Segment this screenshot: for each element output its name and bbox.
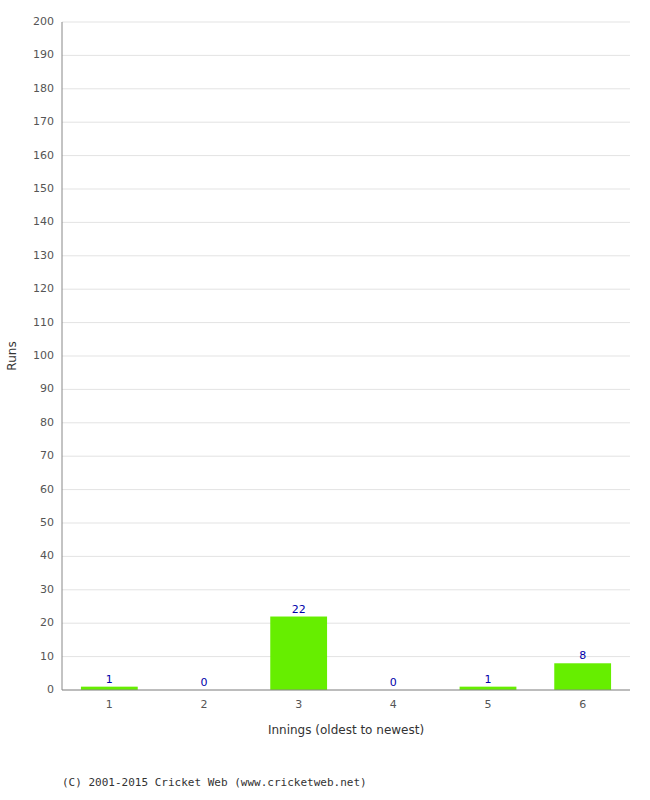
bars bbox=[81, 617, 611, 690]
data-label: 0 bbox=[201, 676, 208, 689]
grid-line bbox=[62, 155, 630, 156]
grid-line bbox=[62, 523, 630, 524]
grid-line bbox=[62, 122, 630, 123]
y-tick-label: 120 bbox=[33, 282, 54, 295]
grid-line bbox=[62, 255, 630, 256]
grid-line bbox=[62, 656, 630, 657]
grid-line bbox=[62, 55, 630, 56]
y-axis-line bbox=[62, 22, 63, 690]
grid-line bbox=[62, 222, 630, 223]
y-tick-label: 110 bbox=[33, 316, 54, 329]
y-tick-label: 180 bbox=[33, 82, 54, 95]
y-tick-label: 190 bbox=[33, 48, 54, 61]
y-tick-label: 160 bbox=[33, 149, 54, 162]
y-tick-label: 80 bbox=[40, 416, 54, 429]
bar bbox=[270, 617, 327, 690]
grid-line bbox=[62, 322, 630, 323]
x-axis-line bbox=[62, 690, 630, 691]
grid-line bbox=[62, 356, 630, 357]
x-tick-label: 2 bbox=[201, 698, 208, 711]
y-tick-label: 70 bbox=[40, 449, 54, 462]
grid-line bbox=[62, 456, 630, 457]
data-labels: 1 0 22 0 1 8 bbox=[106, 603, 586, 689]
data-label: 22 bbox=[292, 603, 306, 616]
grid-line bbox=[62, 556, 630, 557]
y-tick-label: 30 bbox=[40, 583, 54, 596]
y-tick-label: 170 bbox=[33, 115, 54, 128]
bar bbox=[554, 663, 611, 690]
y-ticks: 0 10 20 30 40 50 60 70 80 90 100 110 120 130 140 150 160… bbox=[33, 15, 54, 696]
y-tick-label: 0 bbox=[47, 683, 54, 696]
grid-line bbox=[62, 489, 630, 490]
y-tick-label: 130 bbox=[33, 249, 54, 262]
chart-svg: 0102030405060708090100110120130140150160… bbox=[0, 0, 650, 800]
x-ticks: 1 2 3 4 5 6 bbox=[106, 698, 586, 711]
bar bbox=[81, 687, 138, 690]
y-tick-label: 10 bbox=[40, 650, 54, 663]
grid-line bbox=[62, 589, 630, 590]
y-tick-label: 90 bbox=[40, 382, 54, 395]
y-axis-label: Runs bbox=[5, 341, 19, 370]
y-grid bbox=[62, 22, 630, 690]
y-tick-label: 200 bbox=[33, 15, 54, 28]
x-tick-label: 5 bbox=[485, 698, 492, 711]
x-tick-label: 4 bbox=[390, 698, 397, 711]
y-tick-label: 150 bbox=[33, 182, 54, 195]
y-tick-label: 20 bbox=[40, 616, 54, 629]
grid-line bbox=[62, 422, 630, 423]
grid-line bbox=[62, 22, 630, 23]
x-tick-label: 1 bbox=[106, 698, 113, 711]
y-tick-label: 100 bbox=[33, 349, 54, 362]
footer-text: (C) 2001-2015 Cricket Web (www.cricketwe… bbox=[62, 776, 367, 789]
x-axis-label: Innings (oldest to newest) bbox=[268, 723, 424, 737]
grid-line bbox=[62, 389, 630, 390]
y-tick-label: 60 bbox=[40, 483, 54, 496]
y-tick-label: 40 bbox=[40, 549, 54, 562]
grid-line bbox=[62, 289, 630, 290]
y-tick-label: 140 bbox=[33, 215, 54, 228]
grid-line bbox=[62, 623, 630, 624]
data-label: 1 bbox=[106, 673, 113, 686]
bar bbox=[460, 687, 517, 690]
grid-line bbox=[62, 189, 630, 190]
grid-line bbox=[62, 88, 630, 89]
data-label: 8 bbox=[579, 649, 586, 662]
chart-container: 0102030405060708090100110120130140150160… bbox=[0, 0, 650, 800]
grid-line bbox=[62, 690, 630, 691]
data-label: 1 bbox=[485, 673, 492, 686]
data-label: 0 bbox=[390, 676, 397, 689]
y-tick-label: 50 bbox=[40, 516, 54, 529]
x-tick-label: 3 bbox=[295, 698, 302, 711]
x-tick-label: 6 bbox=[579, 698, 586, 711]
